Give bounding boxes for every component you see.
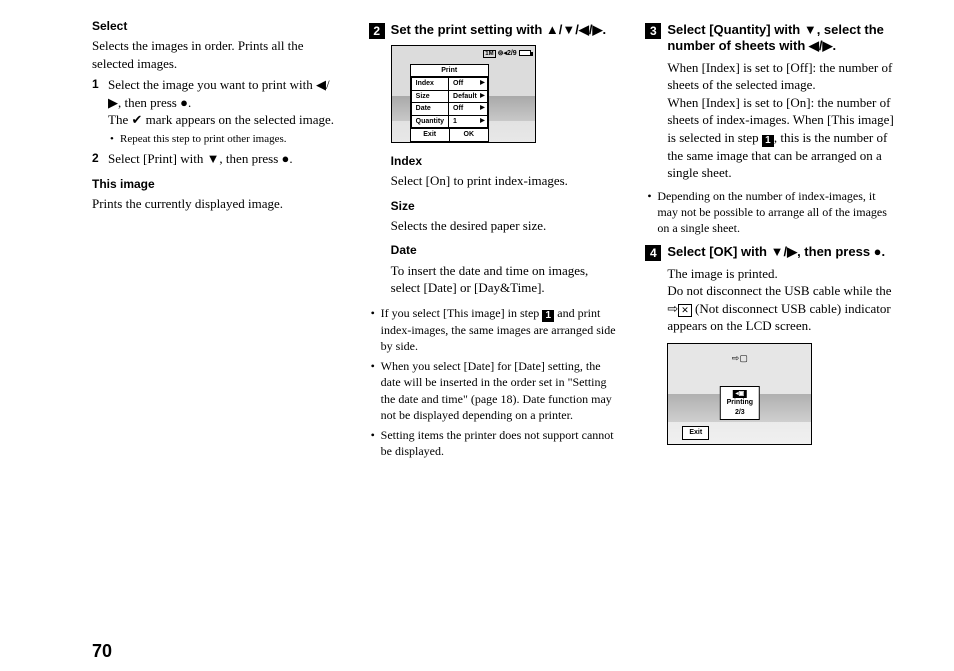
- major-step-3: 3 Select [Quantity] with ▼, select the n…: [645, 22, 894, 182]
- step4-p2b: (Not disconnect USB cable) indicator app…: [667, 301, 890, 334]
- menu-exit: Exit: [411, 129, 450, 140]
- this-image-heading: This image: [92, 176, 341, 192]
- menu-title: Print: [411, 65, 488, 77]
- menu-buttons: Exit OK: [411, 128, 488, 140]
- select-steps: 1 Select the image you want to print wit…: [92, 76, 341, 167]
- inline-step-1b-icon: 1: [762, 135, 774, 147]
- major-step-4: 4 Select [OK] with ▼/▶, then press ●. Th…: [645, 244, 894, 334]
- step-marker-2: 2: [92, 150, 99, 166]
- step2-title: Set the print setting with ▲/▼/◀/▶.: [391, 22, 618, 38]
- col2-bullet-3: Setting items the printer does not suppo…: [369, 427, 618, 459]
- size-text: Selects the desired paper size.: [391, 217, 618, 235]
- select-step-2: 2 Select [Print] with ▼, then press ●.: [92, 150, 341, 168]
- menu-r2-v: Default: [449, 90, 488, 102]
- col2-bullet-2: When you select [Date] for [Date] settin…: [369, 358, 618, 423]
- battery-icon: [519, 50, 531, 56]
- menu-r3-v: Off: [449, 103, 488, 115]
- menu-r3-l: Date: [411, 103, 448, 115]
- print-count: 2/3: [735, 409, 745, 416]
- menu-ok: OK: [450, 129, 488, 140]
- step4-p1: The image is printed.: [667, 266, 777, 281]
- select-text: Selects the images in order. Prints all …: [92, 37, 341, 72]
- camera-printing-figure: ⇨▢ ◂▣ Printing 2/3 Exit: [667, 343, 812, 445]
- step1-text-b: The ✔ mark appears on the selected image…: [108, 112, 334, 127]
- date-text: To insert the date and time on images, s…: [391, 262, 618, 297]
- step2-body: Set the print setting with ▲/▼/◀/▶.: [391, 22, 618, 39]
- this-image-section: This image Prints the currently displaye…: [92, 176, 341, 213]
- menu-r2-l: Size: [411, 90, 448, 102]
- mem-icon: 1M: [483, 50, 495, 58]
- disc-icon: ⊚◂: [498, 50, 507, 57]
- col3-bullets: Depending on the number of index-images,…: [645, 188, 894, 237]
- menu-r1-v: Off: [449, 78, 488, 90]
- this-image-text: Prints the currently displayed image.: [92, 195, 341, 213]
- col2-bullet-1: If you select [This image] in step 1 and…: [369, 305, 618, 354]
- print-bar-icon: ◂▣: [732, 390, 747, 398]
- step3-title: Select [Quantity] with ▼, select the num…: [667, 22, 894, 55]
- inline-step-1-icon: 1: [542, 310, 554, 322]
- cam-count: 2/9: [507, 50, 517, 57]
- step-marker-1: 1: [92, 76, 99, 92]
- date-heading: Date: [391, 242, 618, 258]
- index-section: Index Select [On] to print index-images.: [369, 153, 618, 190]
- step4-p2a: Do not disconnect the USB cable while th…: [667, 283, 891, 298]
- date-section: Date To insert the date and time on imag…: [369, 242, 618, 296]
- step4-body: Select [OK] with ▼/▶, then press ●. The …: [667, 244, 894, 334]
- menu-r1-l: Index: [411, 78, 448, 90]
- step1-text: Select the image you want to print with …: [108, 77, 330, 110]
- print-label: Printing: [727, 399, 753, 406]
- cam-topbar: 1M ⊚◂2/9: [483, 49, 530, 58]
- step3-body: Select [Quantity] with ▼, select the num…: [667, 22, 894, 182]
- menu-table: IndexOff SizeDefault DateOff Quantity1: [411, 77, 488, 128]
- step1-sub: Repeat this step to print other images.: [108, 132, 341, 146]
- step3-text: When [Index] is set to [Off]: the number…: [667, 59, 894, 182]
- col2-bullets: If you select [This image] in step 1 and…: [369, 305, 618, 460]
- size-section: Size Selects the desired paper size.: [369, 198, 618, 235]
- col3-bullet-1: Depending on the number of index-images,…: [645, 188, 894, 237]
- step-num-3-icon: 3: [645, 23, 661, 39]
- printing-box: ◂▣ Printing 2/3: [720, 386, 760, 420]
- usb-icon: ⇨✕: [667, 301, 691, 316]
- camera-settings-figure: 1M ⊚◂2/9 Print IndexOff SizeDefault Date…: [391, 45, 536, 143]
- select-section: Select Selects the images in order. Prin…: [92, 18, 341, 168]
- step3-p1: When [Index] is set to [Off]: the number…: [667, 60, 892, 93]
- page-content: Select Selects the images in order. Prin…: [92, 18, 894, 641]
- step-num-4-icon: 4: [645, 245, 661, 261]
- select-step-1: 1 Select the image you want to print wit…: [92, 76, 341, 146]
- select-heading: Select: [92, 18, 341, 34]
- index-text: Select [On] to print index-images.: [391, 172, 618, 190]
- print-menu: Print IndexOff SizeDefault DateOff Quant…: [410, 64, 489, 142]
- print-icon-row: ⇨▢: [668, 352, 811, 364]
- step2-text: Select [Print] with ▼, then press ●.: [108, 151, 293, 166]
- index-heading: Index: [391, 153, 618, 169]
- print-exit: Exit: [682, 426, 709, 439]
- menu-r4-l: Quantity: [411, 115, 448, 127]
- menu-r4-v: 1: [449, 115, 488, 127]
- step4-title: Select [OK] with ▼/▶, then press ●.: [667, 244, 894, 260]
- step-num-2-icon: 2: [369, 23, 385, 39]
- step1-bullet: Repeat this step to print other images.: [108, 132, 341, 146]
- major-step-2: 2 Set the print setting with ▲/▼/◀/▶.: [369, 22, 618, 39]
- page-number: 70: [92, 639, 112, 663]
- step4-text: The image is printed. Do not disconnect …: [667, 265, 894, 335]
- size-heading: Size: [391, 198, 618, 214]
